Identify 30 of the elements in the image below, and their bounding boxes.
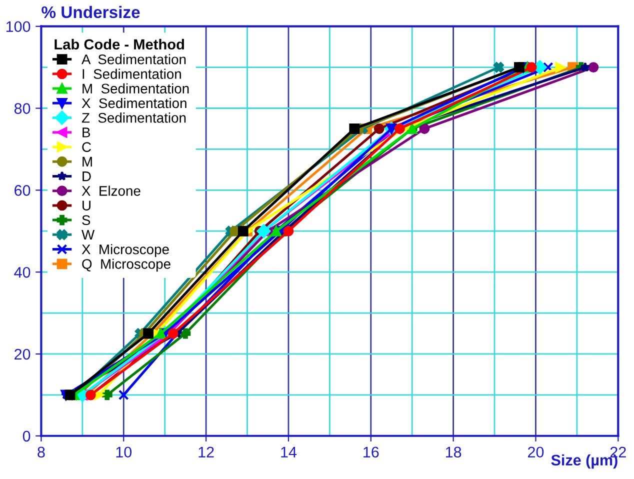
y-tick-label: 100 <box>6 21 30 32</box>
legend-label: S <box>82 215 90 226</box>
legend-label: D <box>82 172 91 182</box>
x-tick-label: 14 <box>281 446 297 458</box>
legend-label: W <box>82 230 95 240</box>
legend-label: M Sedimentation <box>82 83 189 94</box>
legend-label: U <box>82 200 90 210</box>
legend-label: X Elzone <box>82 186 140 196</box>
legend-label: A Sedimentation <box>82 54 186 64</box>
x-tick-label: 12 <box>198 446 214 458</box>
x-tick-label: 10 <box>116 446 132 458</box>
y-axis-title: % Undersize <box>42 6 140 18</box>
legend-label: X Microscope <box>82 244 169 258</box>
x-tick-label: 20 <box>528 446 544 458</box>
legend-label: C <box>82 142 91 152</box>
legend-label: Z Sedimentation <box>82 112 186 123</box>
y-tick-label: 20 <box>14 348 30 360</box>
y-tick-label: 0 <box>22 430 30 442</box>
x-tick-label: 18 <box>446 446 462 458</box>
legend-label: B <box>82 128 90 138</box>
legend-label: I Sedimentation <box>82 68 181 79</box>
y-tick-label: 60 <box>14 185 30 196</box>
x-tick-label: 8 <box>38 446 45 458</box>
y-tick-label: 80 <box>14 103 30 114</box>
legend-label: M <box>82 156 92 166</box>
legend-title: Lab Code - Method <box>54 38 184 50</box>
legend-label: Q Microscope <box>82 258 170 272</box>
x-tick-label: 16 <box>364 446 379 458</box>
legend-label: X Sedimentation <box>82 98 186 108</box>
y-tick-label: 40 <box>14 266 30 278</box>
